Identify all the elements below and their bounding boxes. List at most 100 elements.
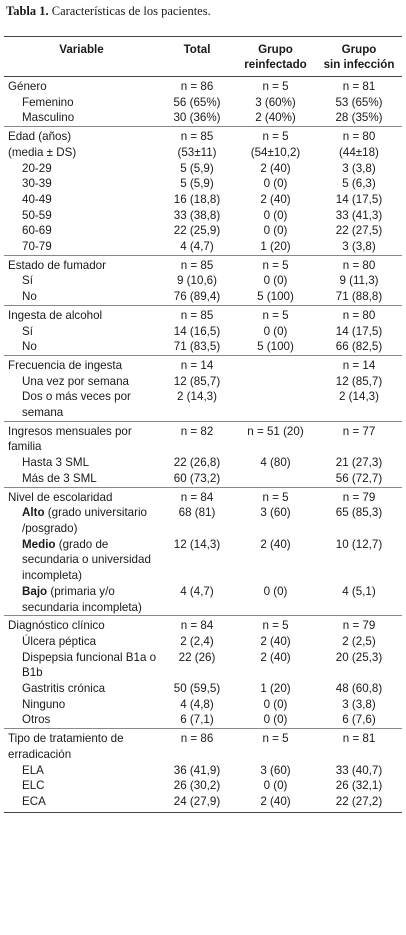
cell-total: n = 85: [159, 254, 235, 274]
cell-total: 2 (2,4): [180, 634, 214, 648]
cell-total: 60 (73,2): [173, 471, 221, 485]
header-row: Variable Total Grupo reinfectado Grupo sin…: [4, 36, 402, 77]
cell-total: n = 86: [159, 728, 235, 763]
cell-no-infection: 2 (14,3): [339, 390, 379, 404]
cell-no-infection: n = 80: [316, 304, 402, 324]
cell-no-infection: 10 (12,7): [335, 537, 383, 551]
row-label-emphasis: Bajo: [22, 584, 48, 598]
cell-no-infection: 5 (6,3): [342, 177, 376, 191]
cell-reinfected: 2 (40): [260, 161, 291, 175]
table-row: ECA 24 (27,9) 2 (40) 22 (27,2): [4, 793, 402, 813]
row-sublabel: Sí: [4, 324, 159, 340]
row-label-text: Dos o más veces por semana: [22, 390, 131, 420]
cell-reinfected: 5 (100): [257, 340, 294, 354]
row-sublabel: 70-79: [4, 239, 159, 255]
table-row: No 76 (89,4) 5 (100) 71 (88,8): [4, 289, 402, 305]
cell-no-infection: 33 (41,3): [335, 208, 383, 222]
row-label-text: Sí: [22, 324, 33, 338]
cell-no-infection: 71 (88,8): [335, 290, 383, 304]
row-sublabel: 60-69: [4, 223, 159, 239]
table-row: Bajo (primaria y/o secundaria incompleta…: [4, 584, 402, 616]
patient-characteristics-table: Variable Total Grupo reinfectado Grupo sin…: [4, 36, 402, 813]
cell-no-infection: 26 (32,1): [335, 779, 383, 793]
table-row: No 71 (83,5) 5 (100) 66 (82,5): [4, 339, 402, 355]
row-label-text: Ninguno: [22, 697, 66, 711]
cell-no-infection: 9 (11,3): [339, 274, 379, 288]
cell-reinfected: 0 (0): [263, 697, 288, 711]
row-label-text: ELC: [22, 779, 45, 793]
cell-total: 36 (41,9): [173, 763, 221, 777]
row-label-text: Estado de fumador: [8, 258, 106, 272]
row-label-text: No: [22, 340, 37, 354]
cell-reinfected: [235, 354, 316, 374]
row-label-emphasis: Medio: [22, 537, 56, 551]
table-row: Hasta 3 SML 22 (26,8) 4 (80) 21 (27,3): [4, 455, 402, 471]
row-label-text: Ingesta de alcohol: [8, 308, 103, 322]
cell-total: n = 86: [159, 75, 235, 95]
table-row: 30-39 5 (5,9) 0 (0) 5 (6,3): [4, 176, 402, 192]
row-label-text: Hasta 3 SML: [22, 456, 90, 470]
cell-reinfected: 2 (40): [260, 537, 291, 551]
cell-no-infection: 48 (60,8): [335, 682, 383, 696]
row-sublabel: ECA: [4, 793, 159, 813]
table-row: Femenino 56 (65%) 3 (60%) 53 (65%): [4, 95, 402, 111]
row-sublabel: 30-39: [4, 176, 159, 192]
header-variable: Variable: [4, 36, 159, 77]
cell-no-infection: n = 14: [316, 354, 402, 374]
row-label-text: Femenino: [22, 95, 74, 109]
cell-total: 22 (26): [178, 650, 216, 664]
cell-reinfected: 4 (80): [260, 456, 291, 470]
cell-no-infection: 53 (65%): [335, 95, 383, 109]
table-row: ELC 26 (30,2) 0 (0) 26 (32,1): [4, 778, 402, 794]
row-sublabel: Ninguno: [4, 697, 159, 713]
cell-no-infection: n = 81: [316, 728, 402, 763]
cell-total: 24 (27,9): [159, 793, 235, 813]
row-sublabel: ELC: [4, 778, 159, 794]
cell-reinfected: n = 5: [235, 728, 316, 763]
cell-no-infection: 22 (27,2): [316, 793, 402, 813]
cell-reinfected: 2 (40): [260, 650, 291, 664]
row-sublabel: Hasta 3 SML: [4, 455, 159, 471]
table-row: ELA 36 (41,9) 3 (60) 33 (40,7): [4, 763, 402, 779]
cell-no-infection: n = 80: [316, 254, 402, 274]
cell-no-infection: n = 77: [316, 420, 402, 456]
header-reinfected: Grupo reinfectado: [235, 36, 316, 77]
cell-total: 14 (16,5): [173, 324, 221, 338]
cell-no-infection: 14 (17,5): [335, 324, 383, 338]
row-label-text: Diagnóstico clínico: [8, 619, 105, 633]
cell-total: 26 (30,2): [173, 779, 221, 793]
table-row: 20-29 5 (5,9) 2 (40) 3 (3,8): [4, 161, 402, 177]
row-category-label: Estado de fumador: [4, 254, 159, 274]
cell-total: n = 84: [159, 615, 235, 634]
row-label-text: Tipo de tratamiento de erradicación: [8, 732, 124, 761]
caption-text: Características de los pacientes.: [48, 4, 211, 18]
row-label-text: (primaria y/o secundaria incompleta): [22, 584, 142, 614]
row-label-text: Edad (años): [8, 130, 72, 144]
cell-total: 4 (4,7): [180, 240, 214, 254]
row-category-label: Edad (años): [4, 126, 159, 145]
data-table: Variable Total Grupo reinfectado Grupo sin…: [4, 36, 402, 813]
cell-total: 22 (26,8): [173, 456, 221, 470]
row-label-text: Otros: [22, 713, 51, 727]
table-row: Masculino 30 (36%) 2 (40%) 28 (35%): [4, 110, 402, 126]
row-sublabel: Femenino: [4, 95, 159, 111]
cell-reinfected: 1 (20): [260, 682, 291, 696]
cell-total: 68 (81): [178, 506, 216, 520]
cell-total: n = 85: [159, 126, 235, 145]
cell-reinfected: n = 5: [235, 486, 316, 506]
cell-total: 4 (4,8): [180, 697, 214, 711]
row-sublabel: Sí: [4, 273, 159, 289]
cell-reinfected: 2 (40): [260, 634, 291, 648]
row-label-text: Género: [8, 80, 47, 93]
cell-reinfected: n = 5: [235, 254, 316, 274]
cell-total: 12 (14,3): [173, 537, 221, 551]
row-sublabel: 40-49: [4, 192, 159, 208]
cell-no-infection: 3 (3,8): [342, 240, 376, 254]
row-label-emphasis: Alto: [22, 506, 45, 520]
table-row: (media ± DS) (53±11) (54±10,2) (44±18): [4, 145, 402, 161]
table-caption: Tabla 1. Características de los paciente…: [6, 4, 211, 19]
cell-reinfected: 0 (0): [263, 224, 288, 238]
cell-total: 76 (89,4): [173, 290, 221, 304]
row-sublabel: Medio (grado de secundaria o universidad…: [4, 537, 159, 584]
row-label-text: (grado universitario /posgrado): [22, 506, 148, 535]
